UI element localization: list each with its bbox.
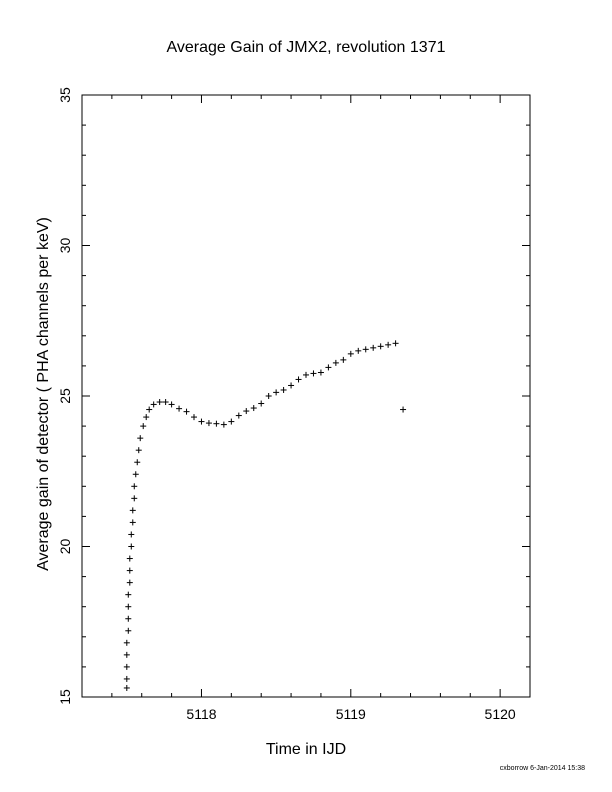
data-point [340,356,347,363]
data-point [156,399,163,406]
chart-title: Average Gain of JMX2, revolution 1371 [167,39,446,56]
data-point [131,483,138,490]
data-point [347,350,354,357]
data-point [220,421,227,428]
data-point [243,408,250,415]
data-point [198,418,205,425]
data-point [325,364,332,371]
data-point [400,406,407,413]
plot-frame [81,94,531,698]
data-point [137,435,144,442]
data-point [228,418,235,425]
data-point [370,344,377,351]
data-point [265,393,272,399]
data-point [129,507,136,514]
data-point [303,371,309,378]
data-point [295,376,302,383]
x-tick-label: 5118 [186,706,216,722]
data-point [205,420,212,427]
y-tick-label: 25 [57,388,73,404]
data-point [377,343,384,350]
data-point [385,341,392,348]
data-point [129,519,136,526]
data-point [125,615,132,622]
y-tick-label: 15 [57,689,73,705]
data-point [134,459,141,466]
data-point [131,495,138,502]
data-point [355,347,362,354]
data-point [258,400,265,407]
data-point [126,567,133,574]
data-point [150,401,157,408]
data-point [213,420,220,427]
x-tick-label: 5120 [485,706,516,722]
data-point [125,627,132,634]
data-point [143,414,150,421]
y-tick-label: 20 [57,539,73,555]
data-point [135,447,142,454]
data-point [125,591,132,598]
data-point [332,359,339,366]
footer-stamp: cxborrow 6-Jan-2014 15:38 [500,765,585,772]
x-axis-label: Time in IJD [266,741,346,758]
data-point [126,555,133,562]
data-points [123,340,407,691]
data-point [288,382,295,389]
data-point [310,370,317,377]
data-point [191,414,197,421]
data-point [162,399,169,406]
data-point [280,386,287,393]
data-point [123,684,130,691]
axis-ticks: 5118 5119 5120 15 20 25 30 35 [57,87,531,722]
data-point [176,405,183,412]
data-point [125,603,132,610]
data-point [126,579,133,586]
data-point [235,412,242,419]
y-tick-label: 35 [57,87,73,103]
data-point [317,369,324,376]
data-point [123,675,130,682]
data-point [168,401,175,408]
data-point [362,346,369,353]
data-point [128,531,135,538]
data-point [128,543,135,550]
x-tick-label: 5119 [336,706,366,722]
data-point [146,406,153,413]
data-point [273,389,280,396]
data-point [123,663,130,670]
data-point [132,471,139,478]
data-point [250,405,257,412]
data-point [392,340,399,347]
data-point [123,651,130,658]
y-tick-label: 30 [57,238,73,254]
data-point [140,423,147,430]
y-axis-label: Average gain of detector ( PHA channels … [35,217,52,571]
data-point [123,639,130,646]
data-point [183,408,190,415]
